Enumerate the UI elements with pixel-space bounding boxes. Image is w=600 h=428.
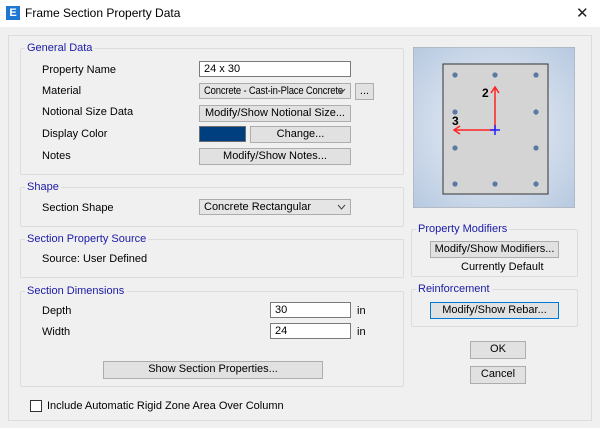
- property-name-label: Property Name: [42, 64, 116, 76]
- cancel-button[interactable]: Cancel: [470, 366, 526, 384]
- modify-rebar-button[interactable]: Modify/Show Rebar...: [430, 302, 559, 319]
- rigid-zone-checkbox[interactable]: [30, 400, 42, 412]
- chevron-down-icon: [337, 88, 346, 94]
- modify-modifiers-button[interactable]: Modify/Show Modifiers...: [430, 241, 559, 258]
- section-property-source-group: Section Property Source: [20, 233, 404, 278]
- title-bar: E Frame Section Property Data ✕: [0, 0, 600, 27]
- group-label: Property Modifiers: [416, 223, 510, 235]
- rebar-dot: [533, 145, 539, 151]
- rebar-dot: [492, 72, 498, 78]
- rebar-dot: [492, 181, 498, 187]
- depth-label: Depth: [42, 305, 72, 317]
- notes-button[interactable]: Modify/Show Notes...: [199, 148, 351, 165]
- rebar-dot: [533, 72, 539, 78]
- axis-2-label: 2: [482, 86, 489, 100]
- width-input[interactable]: 24: [270, 323, 351, 339]
- change-color-button[interactable]: Change...: [250, 126, 351, 143]
- width-unit: in: [357, 326, 366, 338]
- section-shape-value: Concrete Rectangular: [204, 201, 312, 213]
- group-label: Reinforcement: [416, 283, 492, 295]
- close-icon[interactable]: ✕: [576, 5, 589, 22]
- notional-size-button[interactable]: Modify/Show Notional Size...: [199, 105, 351, 122]
- width-label: Width: [42, 326, 71, 338]
- axis-3-arrow-icon: [452, 125, 461, 135]
- window-title: Frame Section Property Data: [25, 6, 181, 20]
- rebar-dot: [452, 145, 458, 151]
- general-data-group: General Data: [20, 42, 404, 175]
- material-label: Material: [42, 85, 82, 97]
- show-section-properties-button[interactable]: Show Section Properties...: [103, 361, 323, 379]
- display-color-label: Display Color: [42, 128, 108, 140]
- section-shape-label: Section Shape: [42, 202, 114, 214]
- axis-2-arrow-icon: [490, 85, 500, 94]
- axis-3-label: 3: [452, 114, 459, 128]
- property-name-input[interactable]: 24 x 30: [199, 61, 351, 77]
- app-icon: E: [6, 6, 20, 20]
- dialog-frame: [8, 35, 592, 421]
- section-shape-select[interactable]: Concrete Rectangular: [199, 199, 351, 215]
- rebar-dot: [533, 181, 539, 187]
- rebar-group: [452, 72, 539, 187]
- shape-group: Shape: [20, 181, 404, 227]
- property-modifiers-group: Property Modifiers: [411, 223, 578, 277]
- section-dimensions-group: Section Dimensions: [20, 285, 404, 387]
- group-label: Shape: [25, 181, 61, 193]
- group-label: Section Dimensions: [25, 285, 127, 297]
- notes-label: Notes: [42, 150, 71, 162]
- rebar-dot: [452, 109, 458, 115]
- material-select[interactable]: Concrete - Cast-in-Place Concrete: [199, 83, 351, 99]
- rigid-zone-label: Include Automatic Rigid Zone Area Over C…: [47, 400, 284, 412]
- group-label: Section Property Source: [25, 233, 149, 245]
- material-more-button[interactable]: ...: [355, 83, 374, 100]
- material-value: Concrete - Cast-in-Place Concrete: [204, 85, 343, 97]
- rebar-dot: [533, 109, 539, 115]
- rebar-dot: [452, 72, 458, 78]
- rebar-dot: [452, 181, 458, 187]
- notional-size-label: Notional Size Data: [42, 106, 134, 118]
- modifiers-status: Currently Default: [461, 261, 544, 273]
- local-axes: [452, 85, 500, 135]
- group-label: General Data: [25, 42, 95, 54]
- chevron-down-icon: [337, 204, 346, 210]
- ok-button[interactable]: OK: [470, 341, 526, 359]
- source-text: Source: User Defined: [42, 253, 148, 265]
- centroid-icon: [490, 125, 500, 135]
- section-preview: 2 3: [413, 47, 575, 208]
- reinforcement-group: Reinforcement: [411, 283, 578, 327]
- depth-unit: in: [357, 305, 366, 317]
- display-color-swatch[interactable]: [199, 126, 246, 142]
- depth-input[interactable]: 30: [270, 302, 351, 318]
